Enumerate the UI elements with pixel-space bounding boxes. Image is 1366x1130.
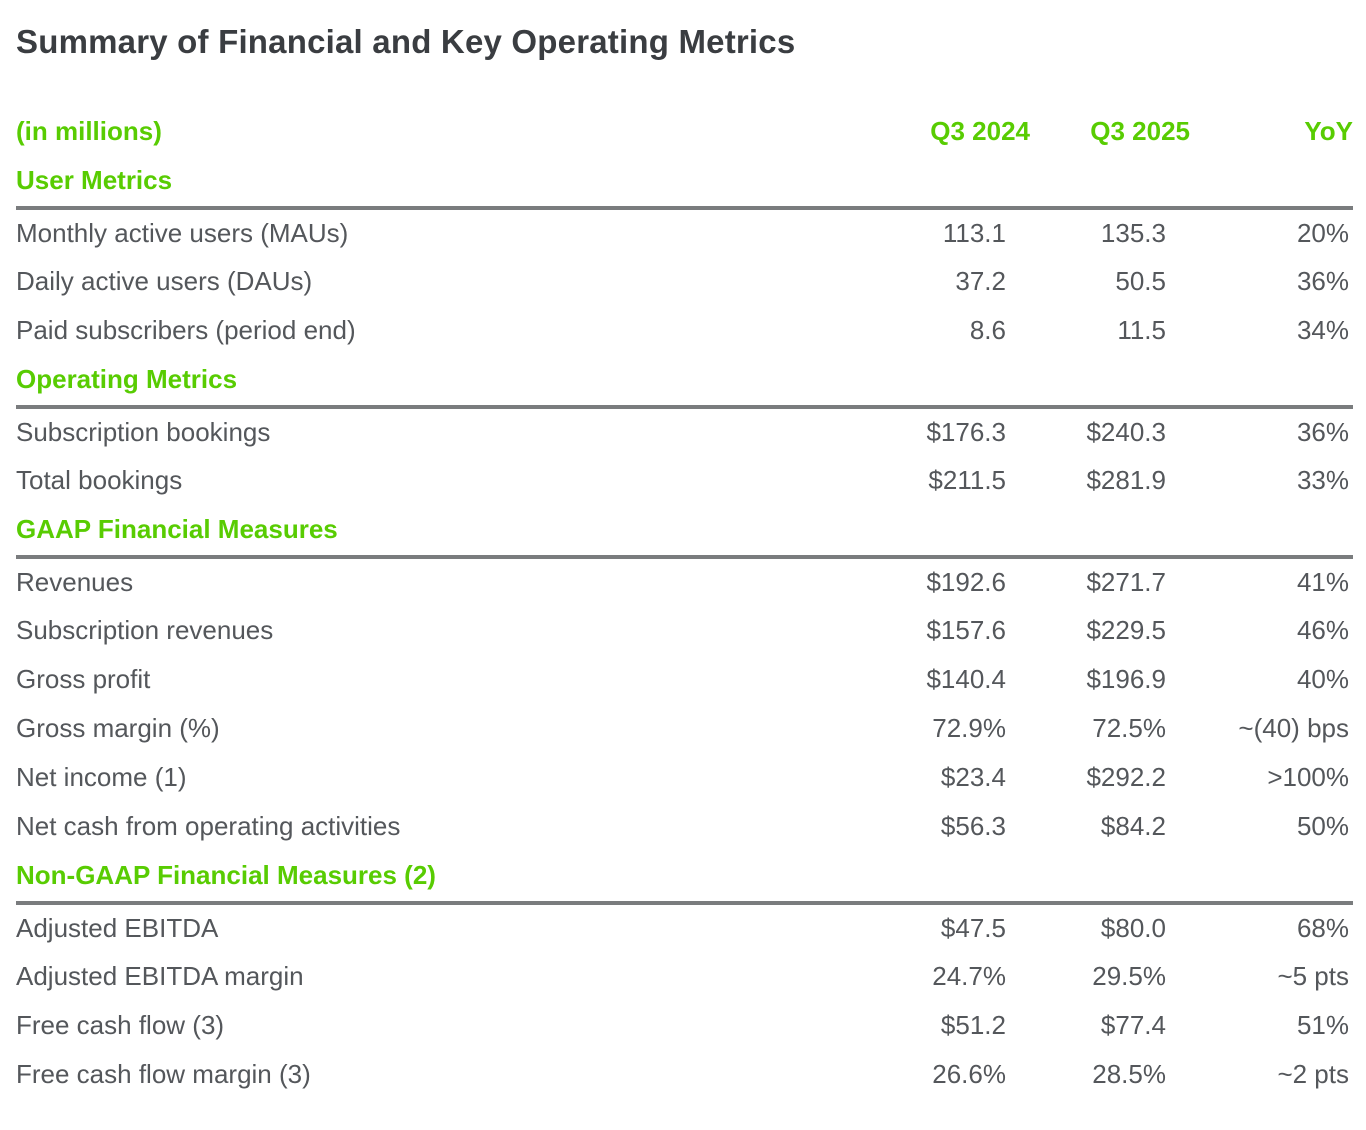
row-label: Gross margin (%) — [16, 712, 220, 743]
cell-q3-2025: $196.9 — [1086, 663, 1166, 694]
row-label: Free cash flow (3) — [16, 1009, 225, 1040]
table-row: Gross margin (%) 72.9% 72.5% ~(40) bps — [16, 704, 1353, 753]
cell-q3-2024: 72.9% — [932, 712, 1006, 743]
table-row: Paid subscribers (period end) 8.6 11.5 3… — [16, 306, 1353, 355]
table-row: Revenues $192.6 $271.7 41% — [16, 557, 1353, 606]
cell-q3-2025: 28.5% — [1092, 1058, 1166, 1089]
row-label: Daily active users (DAUs) — [16, 265, 313, 296]
cell-yoy: 50% — [1296, 810, 1349, 841]
cell-q3-2025: 135.3 — [1100, 217, 1166, 248]
section-header-gaap: GAAP Financial Measures — [16, 504, 1353, 559]
table-row: Total bookings $211.5 $281.9 33% — [16, 456, 1353, 505]
row-label: Subscription revenues — [16, 614, 274, 645]
cell-q3-2025: $80.0 — [1100, 912, 1166, 943]
cell-yoy: 46% — [1296, 614, 1349, 645]
cell-q3-2024: $51.2 — [940, 1009, 1006, 1040]
row-label: Adjusted EBITDA — [16, 912, 219, 943]
cell-yoy: ~(40) bps — [1238, 712, 1349, 743]
cell-q3-2024: $192.6 — [926, 566, 1006, 597]
financial-summary-page: Summary of Financial and Key Operating M… — [16, 23, 1353, 1099]
cell-yoy: 51% — [1296, 1009, 1349, 1040]
section-title: Operating Metrics — [16, 354, 1353, 409]
cell-q3-2025: $240.3 — [1086, 416, 1166, 447]
section-header-operating-metrics: Operating Metrics — [16, 354, 1353, 409]
cell-q3-2024: 37.2 — [955, 265, 1006, 296]
cell-q3-2025: $281.9 — [1086, 464, 1166, 495]
table-row: Adjusted EBITDA $47.5 $80.0 68% — [16, 903, 1353, 952]
cell-yoy: 41% — [1296, 566, 1349, 597]
cell-q3-2025: $77.4 — [1100, 1009, 1166, 1040]
section-title: User Metrics — [16, 155, 1353, 210]
cell-q3-2024: 24.7% — [932, 960, 1006, 991]
row-label: Revenues — [16, 566, 134, 597]
row-label: Adjusted EBITDA margin — [16, 960, 304, 991]
row-label: Net income (1) — [16, 761, 187, 792]
column-header-yoy: YoY — [1304, 115, 1353, 146]
cell-q3-2025: 72.5% — [1092, 712, 1166, 743]
row-label: Net cash from operating activities — [16, 810, 401, 841]
cell-yoy: 20% — [1296, 217, 1349, 248]
cell-q3-2024: 8.6 — [969, 314, 1006, 345]
row-label: Monthly active users (MAUs) — [16, 217, 349, 248]
row-label: Subscription bookings — [16, 416, 271, 447]
cell-yoy: 36% — [1296, 265, 1349, 296]
cell-q3-2024: $140.4 — [926, 663, 1006, 694]
cell-yoy: >100% — [1267, 761, 1349, 792]
cell-q3-2024: $47.5 — [940, 912, 1006, 943]
row-label: Paid subscribers (period end) — [16, 314, 356, 345]
cell-q3-2025: 11.5 — [1117, 314, 1166, 345]
unit-label: (in millions) — [16, 115, 162, 146]
section-title: GAAP Financial Measures — [16, 504, 1353, 559]
row-label: Free cash flow margin (3) — [16, 1058, 311, 1089]
table-row: Net income (1) $23.4 $292.2 >100% — [16, 753, 1353, 802]
cell-q3-2024: $176.3 — [926, 416, 1006, 447]
cell-q3-2025: $229.5 — [1086, 614, 1166, 645]
table-row: Free cash flow (3) $51.2 $77.4 51% — [16, 1001, 1353, 1050]
column-header-q3-2025: Q3 2025 — [1090, 115, 1190, 146]
row-label: Gross profit — [16, 663, 151, 694]
cell-yoy: 36% — [1296, 416, 1349, 447]
column-header-row: (in millions) Q3 2024 Q3 2025 YoY — [16, 107, 1353, 156]
cell-q3-2024: 26.6% — [932, 1058, 1006, 1089]
section-header-user-metrics: User Metrics — [16, 155, 1353, 210]
cell-yoy: 34% — [1296, 314, 1349, 345]
metrics-table: (in millions) Q3 2024 Q3 2025 YoY User M… — [16, 107, 1353, 1099]
cell-q3-2024: 113.1 — [942, 217, 1006, 248]
cell-yoy: 40% — [1296, 663, 1349, 694]
cell-yoy: 68% — [1296, 912, 1349, 943]
section-title: Non-GAAP Financial Measures (2) — [16, 850, 1353, 905]
cell-yoy: ~2 pts — [1277, 1058, 1349, 1089]
page-title: Summary of Financial and Key Operating M… — [16, 23, 796, 60]
section-header-non-gaap: Non-GAAP Financial Measures (2) — [16, 850, 1353, 905]
table-row: Monthly active users (MAUs) 113.1 135.3 … — [16, 208, 1353, 257]
table-row: Gross profit $140.4 $196.9 40% — [16, 655, 1353, 704]
table-row: Free cash flow margin (3) 26.6% 28.5% ~2… — [16, 1050, 1353, 1099]
cell-yoy: 33% — [1296, 464, 1349, 495]
column-header-q3-2024: Q3 2024 — [930, 115, 1030, 146]
cell-q3-2025: $271.7 — [1086, 566, 1166, 597]
cell-yoy: ~5 pts — [1277, 960, 1349, 991]
table-row: Adjusted EBITDA margin 24.7% 29.5% ~5 pt… — [16, 952, 1353, 1001]
cell-q3-2025: $292.2 — [1086, 761, 1166, 792]
table-row: Subscription revenues $157.6 $229.5 46% — [16, 606, 1353, 655]
cell-q3-2025: $84.2 — [1100, 810, 1166, 841]
table-row: Net cash from operating activities $56.3… — [16, 802, 1353, 851]
cell-q3-2024: $211.5 — [928, 464, 1006, 495]
cell-q3-2025: 50.5 — [1115, 265, 1166, 296]
cell-q3-2025: 29.5% — [1092, 960, 1166, 991]
cell-q3-2024: $157.6 — [926, 614, 1006, 645]
table-row: Subscription bookings $176.3 $240.3 36% — [16, 407, 1353, 456]
table-row: Daily active users (DAUs) 37.2 50.5 36% — [16, 257, 1353, 306]
row-label: Total bookings — [16, 464, 183, 495]
cell-q3-2024: $23.4 — [940, 761, 1006, 792]
cell-q3-2024: $56.3 — [940, 810, 1006, 841]
